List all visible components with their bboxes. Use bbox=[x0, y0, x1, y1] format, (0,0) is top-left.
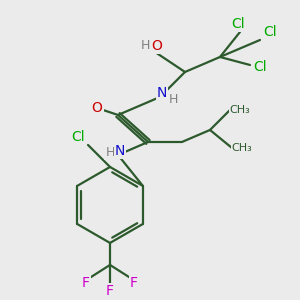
Text: H: H bbox=[168, 94, 178, 106]
Text: Cl: Cl bbox=[231, 17, 245, 31]
Text: N: N bbox=[115, 144, 125, 158]
Text: F: F bbox=[82, 276, 90, 290]
Text: Cl: Cl bbox=[253, 60, 267, 74]
Text: N: N bbox=[157, 86, 167, 100]
Text: O: O bbox=[92, 101, 102, 115]
Text: CH₃: CH₃ bbox=[232, 143, 252, 153]
Text: H: H bbox=[105, 146, 115, 160]
Text: O: O bbox=[152, 39, 162, 53]
Text: F: F bbox=[130, 276, 138, 290]
Text: F: F bbox=[106, 284, 114, 298]
Text: CH₃: CH₃ bbox=[230, 105, 250, 115]
Text: Cl: Cl bbox=[263, 25, 277, 39]
Text: Cl: Cl bbox=[71, 130, 85, 144]
Text: H: H bbox=[140, 40, 150, 52]
